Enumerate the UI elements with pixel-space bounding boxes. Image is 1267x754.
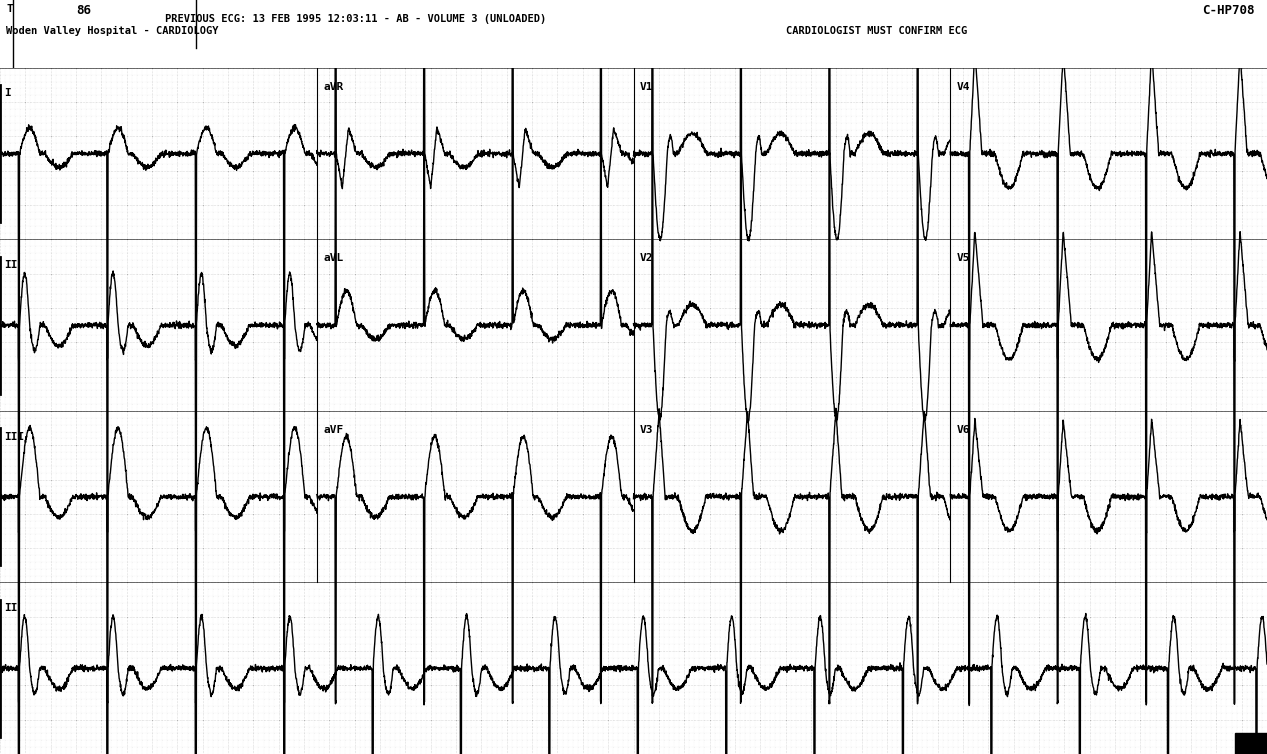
Text: aVL: aVL	[323, 253, 343, 263]
Bar	[1235, 734, 1267, 754]
Text: V1: V1	[640, 81, 654, 91]
Text: V2: V2	[640, 253, 654, 263]
Text: V5: V5	[957, 253, 971, 263]
Text: V4: V4	[957, 81, 971, 91]
Text: aVR: aVR	[323, 81, 343, 91]
Text: C-HP708: C-HP708	[1202, 4, 1254, 17]
Text: 86: 86	[76, 4, 91, 17]
Text: III: III	[4, 431, 24, 442]
Text: V6: V6	[957, 425, 971, 434]
Text: II: II	[4, 603, 18, 613]
Text: II: II	[4, 260, 18, 270]
Text: PREVIOUS ECG: 13 FEB 1995 12:03:11 - AB - VOLUME 3 (UNLOADED): PREVIOUS ECG: 13 FEB 1995 12:03:11 - AB …	[165, 14, 546, 23]
Text: V3: V3	[640, 425, 654, 434]
Text: T: T	[6, 4, 13, 14]
Text: aVF: aVF	[323, 425, 343, 434]
Text: Woden Valley Hospital - CARDIOLOGY: Woden Valley Hospital - CARDIOLOGY	[6, 26, 219, 36]
Text: CARDIOLOGIST MUST CONFIRM ECG: CARDIOLOGIST MUST CONFIRM ECG	[786, 26, 967, 36]
Text: I: I	[4, 88, 10, 99]
